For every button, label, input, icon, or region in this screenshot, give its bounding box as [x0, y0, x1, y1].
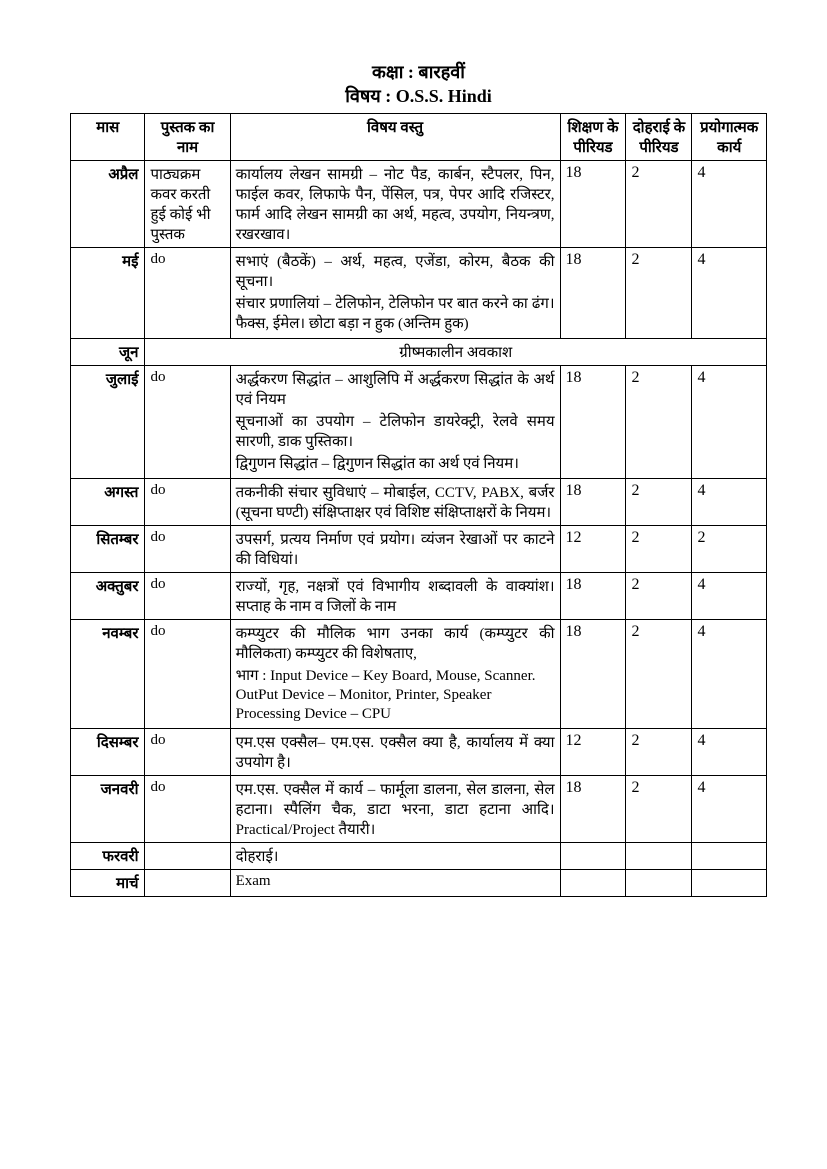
table-row: जनवरीdoएम.एस. एक्सैल में कार्य – फार्मूल…	[71, 775, 767, 842]
cell-month: फरवरी	[71, 842, 145, 869]
cell-practical: 4	[692, 478, 767, 525]
table-row: नवम्बरdoकम्प्युटर की मौलिक भाग उनका कार्…	[71, 619, 767, 728]
table-row: जुलाईdoअर्द्धकरण सिद्धांत – आशुलिपि में …	[71, 365, 767, 478]
cell-teach: 18	[560, 365, 626, 478]
cell-revise: 2	[626, 160, 692, 247]
cell-practical: 4	[692, 775, 767, 842]
cell-book: do	[145, 247, 230, 338]
page-heading: कक्षा : बारहवीं विषय : O.S.S. Hindi	[70, 60, 767, 109]
cell-month: दिसम्बर	[71, 728, 145, 775]
cell-month: नवम्बर	[71, 619, 145, 728]
table-row: मईdoसभाएं (बैठकें) – अर्थ, महत्व, एजेंडा…	[71, 247, 767, 338]
col-content: विषय वस्तु	[230, 113, 560, 160]
syllabus-page: कक्षा : बारहवीं विषय : O.S.S. Hindi मास …	[0, 0, 827, 957]
cell-content: कम्प्युटर की मौलिक भाग उनका कार्य (कम्प्…	[230, 619, 560, 728]
cell-revise: 2	[626, 775, 692, 842]
cell-practical: 4	[692, 572, 767, 619]
table-body: अप्रैलपाठ्यक्रम कवर करती हुई कोई भी पुस्…	[71, 160, 767, 896]
cell-month: अक्तुबर	[71, 572, 145, 619]
cell-content: उपसर्ग, प्रत्यय निर्माण एवं प्रयोग। व्यं…	[230, 525, 560, 572]
cell-book: do	[145, 728, 230, 775]
cell-practical: 4	[692, 728, 767, 775]
cell-content: एम.एस. एक्सैल में कार्य – फार्मूला डालना…	[230, 775, 560, 842]
cell-revise: 2	[626, 365, 692, 478]
cell-teach: 18	[560, 247, 626, 338]
cell-month: अप्रैल	[71, 160, 145, 247]
table-row: दिसम्बरdoएम.एस एक्सैल– एम.एस. एक्सैल क्य…	[71, 728, 767, 775]
cell-book: do	[145, 525, 230, 572]
cell-practical: 4	[692, 619, 767, 728]
cell-practical: 2	[692, 525, 767, 572]
cell-month: सितम्बर	[71, 525, 145, 572]
cell-practical: 4	[692, 365, 767, 478]
cell-teach: 18	[560, 478, 626, 525]
cell-month: मई	[71, 247, 145, 338]
cell-teach: 18	[560, 775, 626, 842]
cell-teach: 12	[560, 525, 626, 572]
cell-revise: 2	[626, 728, 692, 775]
cell-teach: 18	[560, 160, 626, 247]
cell-content: दोहराई।	[230, 842, 560, 869]
cell-teach: 18	[560, 619, 626, 728]
cell-content: राज्यों, गृह, नक्षत्रों एवं विभागीय शब्द…	[230, 572, 560, 619]
cell-month: जुलाई	[71, 365, 145, 478]
col-revise: दोहराई के पीरियड	[626, 113, 692, 160]
cell-practical: 4	[692, 247, 767, 338]
col-book: पुस्तक का नाम	[145, 113, 230, 160]
cell-content: तकनीकी संचार सुविधाएं – मोबाईल, CCTV, PA…	[230, 478, 560, 525]
table-row: मार्च Exam	[71, 869, 767, 896]
syllabus-table: मास पुस्तक का नाम विषय वस्तु शिक्षण के प…	[70, 113, 767, 897]
cell-revise: 2	[626, 247, 692, 338]
cell-revise	[626, 869, 692, 896]
cell-teach: 18	[560, 572, 626, 619]
cell-book: do	[145, 619, 230, 728]
cell-content: एम.एस एक्सैल– एम.एस. एक्सैल क्या है, कार…	[230, 728, 560, 775]
cell-book: do	[145, 775, 230, 842]
cell-revise: 2	[626, 619, 692, 728]
cell-book: do	[145, 365, 230, 478]
cell-practical	[692, 869, 767, 896]
cell-content: Exam	[230, 869, 560, 896]
cell-revise: 2	[626, 525, 692, 572]
cell-practical: 4	[692, 160, 767, 247]
table-row: अगस्तdoतकनीकी संचार सुविधाएं – मोबाईल, C…	[71, 478, 767, 525]
cell-teach: 12	[560, 728, 626, 775]
cell-revise: 2	[626, 478, 692, 525]
class-line: कक्षा : बारहवीं	[70, 60, 767, 84]
subject-line: विषय : O.S.S. Hindi	[70, 84, 767, 108]
col-month: मास	[71, 113, 145, 160]
cell-month: अगस्त	[71, 478, 145, 525]
col-teach: शिक्षण के पीरियड	[560, 113, 626, 160]
cell-book: do	[145, 572, 230, 619]
table-row: सितम्बरdoउपसर्ग, प्रत्यय निर्माण एवं प्र…	[71, 525, 767, 572]
cell-practical	[692, 842, 767, 869]
cell-book: do	[145, 478, 230, 525]
cell-revise	[626, 842, 692, 869]
cell-content: अर्द्धकरण सिद्धांत – आशुलिपि में अर्द्धक…	[230, 365, 560, 478]
table-row: फरवरी दोहराई।	[71, 842, 767, 869]
col-practical: प्रयोगात्मक कार्य	[692, 113, 767, 160]
cell-book: पाठ्यक्रम कवर करती हुई कोई भी पुस्तक	[145, 160, 230, 247]
cell-month: जून	[71, 338, 145, 365]
table-row: अप्रैलपाठ्यक्रम कवर करती हुई कोई भी पुस्…	[71, 160, 767, 247]
cell-book	[145, 869, 230, 896]
cell-book	[145, 842, 230, 869]
cell-month: जनवरी	[71, 775, 145, 842]
vacation-row: जूनग्रीष्मकालीन अवकाश	[71, 338, 767, 365]
cell-teach	[560, 842, 626, 869]
table-row: अक्तुबरdoराज्यों, गृह, नक्षत्रों एवं विभ…	[71, 572, 767, 619]
cell-content: कार्यालय लेखन सामग्री – नोट पैड, कार्बन,…	[230, 160, 560, 247]
cell-teach	[560, 869, 626, 896]
cell-month: मार्च	[71, 869, 145, 896]
table-header: मास पुस्तक का नाम विषय वस्तु शिक्षण के प…	[71, 113, 767, 160]
cell-content: सभाएं (बैठकें) – अर्थ, महत्व, एजेंडा, को…	[230, 247, 560, 338]
cell-revise: 2	[626, 572, 692, 619]
vacation-label: ग्रीष्मकालीन अवकाश	[145, 338, 767, 365]
